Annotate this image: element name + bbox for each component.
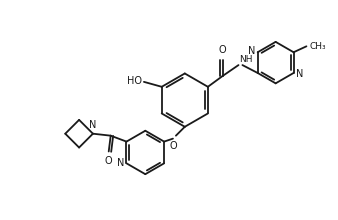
- Text: N: N: [248, 46, 256, 56]
- Text: HO: HO: [127, 76, 142, 86]
- Text: O: O: [169, 141, 177, 151]
- Text: N: N: [89, 120, 97, 130]
- Text: NH: NH: [240, 55, 253, 64]
- Text: O: O: [219, 45, 226, 55]
- Text: N: N: [295, 69, 303, 79]
- Text: N: N: [117, 158, 124, 168]
- Text: O: O: [105, 156, 113, 166]
- Text: CH₃: CH₃: [309, 42, 326, 51]
